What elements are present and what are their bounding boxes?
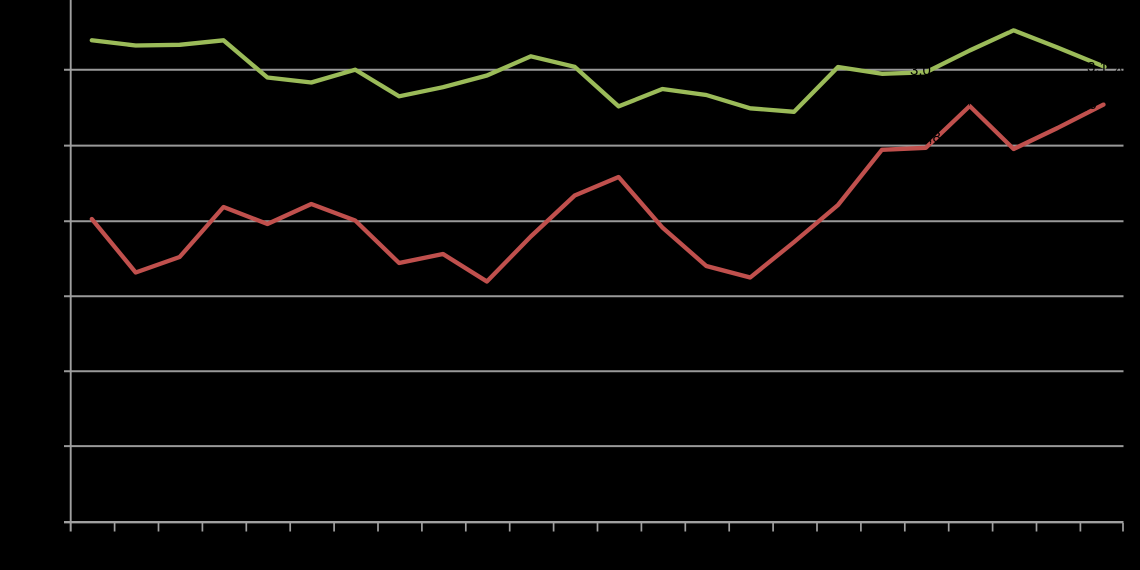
svg-text:3,0: 3,0 xyxy=(1076,96,1097,113)
svg-text:3,4: 3,4 xyxy=(959,91,980,108)
svg-text:4,0: 4,0 xyxy=(999,16,1020,33)
svg-text:3,1 %: 3,1 % xyxy=(1087,59,1125,76)
svg-text:3,8: 3,8 xyxy=(920,129,941,146)
svg-text:3,0: 3,0 xyxy=(910,62,931,79)
